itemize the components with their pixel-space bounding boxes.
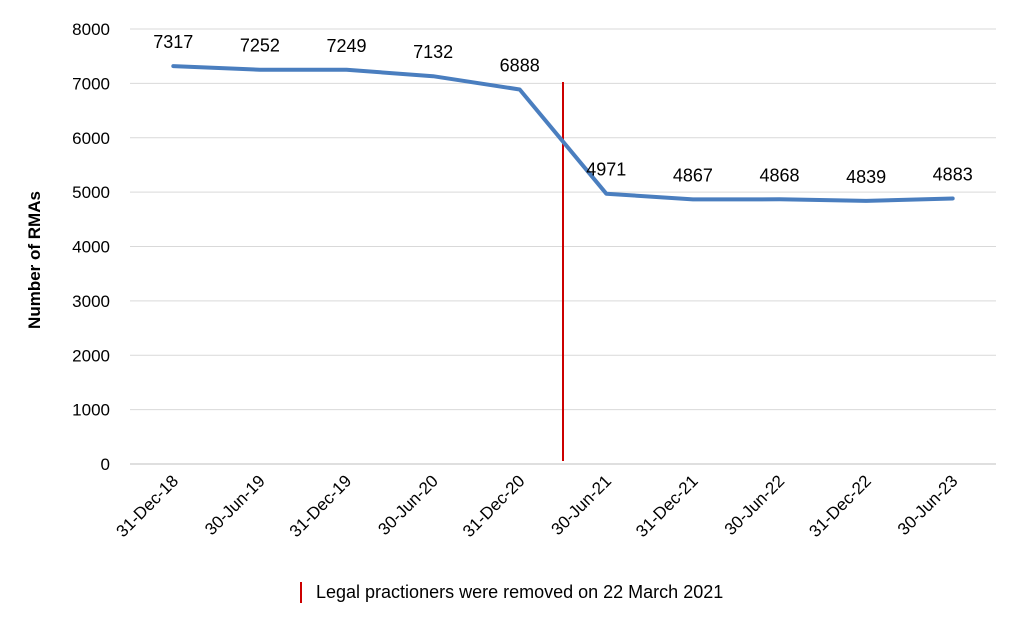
x-tick-label: 31-Dec-22 — [805, 471, 875, 541]
y-tick-label: 3000 — [72, 292, 110, 311]
y-tick-label: 7000 — [72, 74, 110, 93]
y-tick-label: 4000 — [72, 238, 110, 257]
y-tick-label: 6000 — [72, 129, 110, 148]
x-tick-label: 30-Jun-20 — [374, 471, 442, 539]
data-label: 7252 — [240, 36, 280, 56]
x-tick-label: 31-Dec-21 — [632, 471, 702, 541]
x-tick-label: 30-Jun-23 — [894, 471, 962, 539]
data-label: 7249 — [326, 36, 366, 56]
x-tick-label: 31-Dec-20 — [459, 471, 529, 541]
data-label: 7132 — [413, 42, 453, 62]
annotation-label: Legal practioners were removed on 22 Mar… — [316, 582, 723, 602]
x-tick-label: 30-Jun-19 — [201, 471, 269, 539]
data-label: 6888 — [500, 55, 540, 75]
x-axis-ticks: 31-Dec-18 30-Jun-19 31-Dec-19 30-Jun-20 31-D… — [113, 471, 962, 541]
y-tick-label: 5000 — [72, 183, 110, 202]
series-line — [171, 64, 955, 203]
x-tick-label: 31-Dec-18 — [113, 471, 183, 541]
data-label: 7317 — [153, 32, 193, 52]
x-tick-label: 31-Dec-19 — [286, 471, 356, 541]
y-tick-label: 8000 — [72, 20, 110, 39]
y-axis-ticks: 0 1000 2000 3000 4000 5000 6000 7000 8000 — [72, 20, 110, 474]
y-axis-label: Number of RMAs — [25, 191, 44, 329]
x-tick-label: 30-Jun-21 — [548, 471, 616, 539]
data-label: 4867 — [673, 165, 713, 185]
data-label: 4971 — [586, 160, 626, 180]
data-labels: 7317 7252 7249 7132 6888 4971 4867 4868 4839 4883 — [153, 32, 972, 187]
data-label: 4868 — [759, 165, 799, 185]
data-label: 4839 — [846, 167, 886, 187]
y-tick-label: 0 — [101, 455, 110, 474]
legend: Legal practioners were removed on 22 Mar… — [300, 582, 723, 603]
y-tick-label: 1000 — [72, 401, 110, 420]
x-tick-label: 30-Jun-22 — [721, 471, 789, 539]
data-label: 4883 — [933, 164, 973, 184]
y-tick-label: 2000 — [72, 346, 110, 365]
